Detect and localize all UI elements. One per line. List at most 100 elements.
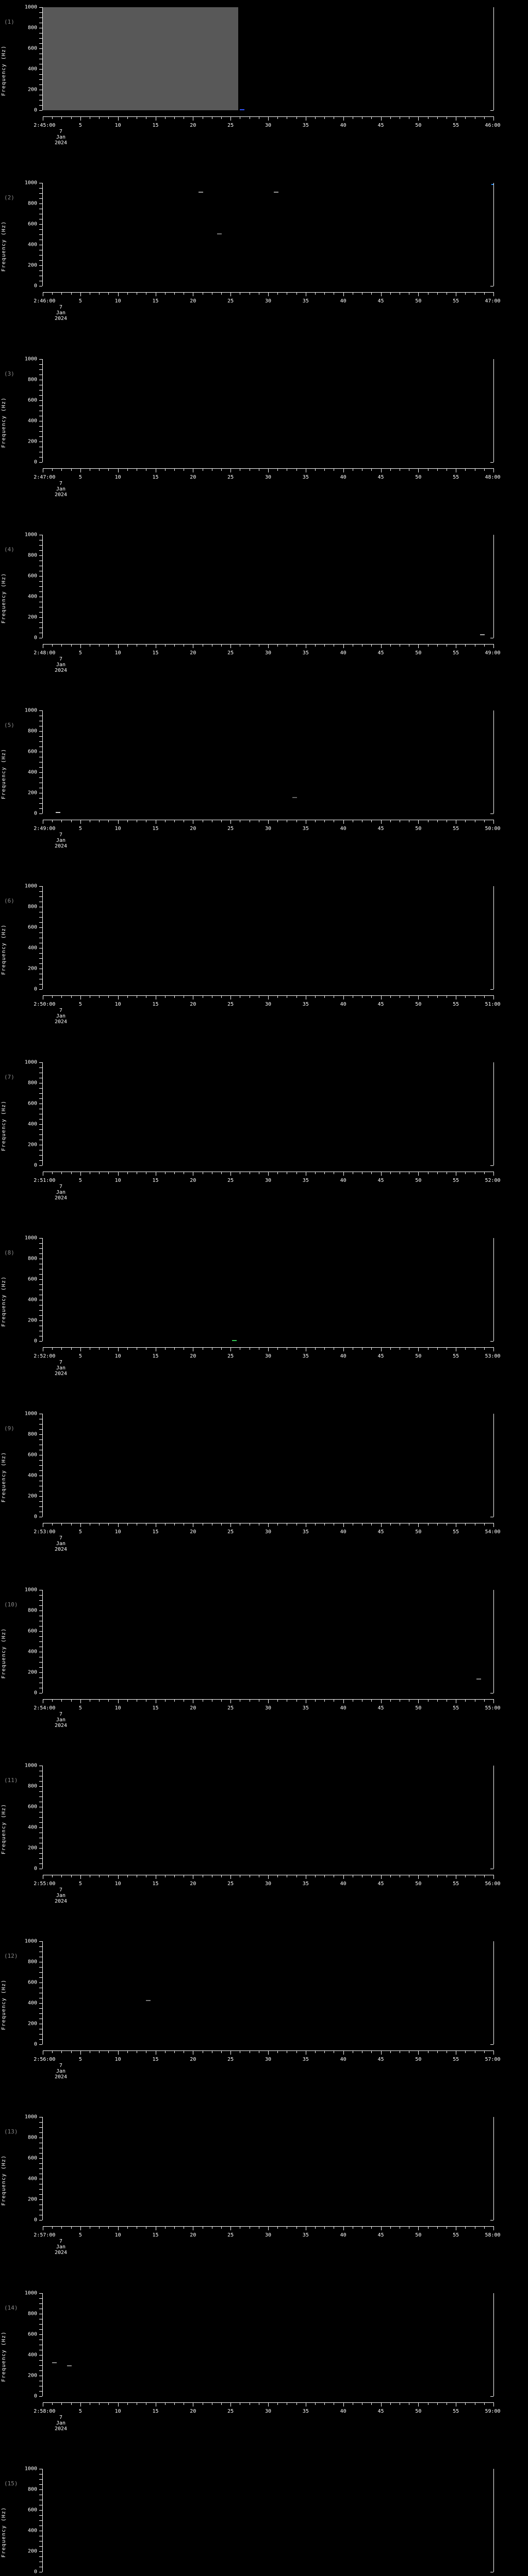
y-tick-label: 200 [27, 614, 37, 620]
x-tick-label: 5 [78, 1002, 82, 1008]
x-end-time-label: 59:00 [485, 2408, 501, 2414]
date-year: 2024 [54, 1370, 68, 1377]
detection-mark[interactable] [491, 184, 493, 185]
date-month: Jan [56, 662, 66, 668]
detection-mark[interactable] [67, 2365, 72, 2366]
spectrogram-panel[interactable]: (3) Frequency (Hz) 1000 800 600 400 200 0 2:47:0… [0, 352, 528, 528]
date-day: 7 [59, 656, 63, 662]
spectrogram-panel[interactable]: (9) Frequency (Hz) 1000 800 600 400 200 0 2:53:0… [0, 1406, 528, 1582]
spectrogram-panel[interactable]: (11) Frequency (Hz) 1000 800 600 400 200 0 2:55:… [0, 1758, 528, 1934]
y-tick-label: 400 [27, 66, 37, 72]
y-minor-tick [39, 767, 42, 768]
panel-index-label: (2) [4, 194, 14, 201]
x-minor-tick [277, 2226, 278, 2229]
date-month: Jan [56, 134, 66, 140]
x-tick-label: 40 [340, 650, 346, 656]
date-stamp: 7 Jan 2024 [43, 1008, 79, 1025]
date-day: 7 [59, 2063, 63, 2069]
date-year: 2024 [54, 492, 68, 498]
spectrogram-plot-area[interactable] [43, 359, 493, 462]
x-major-tick [80, 1523, 81, 1528]
detection-mark[interactable] [476, 1678, 481, 1680]
spectrogram-plot-area[interactable] [43, 1414, 493, 1517]
spectrogram-panel[interactable]: (4) Frequency (Hz) 1000 800 600 400 200 0 2:48:0… [0, 528, 528, 703]
spectrogram-plot-area[interactable] [43, 2293, 493, 2396]
x-tick-label: 15 [152, 123, 159, 128]
x-minor-tick [164, 2402, 166, 2405]
spectrogram-plot-area[interactable] [43, 2117, 493, 2221]
y-minor-tick [39, 234, 42, 235]
x-major-tick [418, 2226, 419, 2231]
spectrogram-plot-area[interactable] [43, 886, 493, 990]
panel-index-label: (14) [4, 2304, 18, 2311]
detection-mark[interactable] [198, 192, 203, 193]
x-minor-tick [99, 643, 100, 647]
x-minor-tick [324, 820, 325, 823]
spectrogram-panel[interactable]: (2) Frequency (Hz) 1000 800 600 400 200 0 2:46:0… [0, 176, 528, 351]
spectrogram-plot-area[interactable] [43, 710, 493, 814]
detection-mark[interactable] [292, 797, 297, 799]
x-minor-tick [324, 643, 325, 647]
spectrogram-panel[interactable]: (5) Frequency (Hz) 1000 800 600 400 200 0 2:49:0… [0, 703, 528, 879]
x-major-tick [381, 1523, 382, 1528]
x-tick-label: 25 [227, 1002, 234, 1008]
y-tick-label: 1000 [24, 2466, 37, 2472]
x-minor-tick [390, 2226, 391, 2229]
x-tick-label: 20 [190, 2057, 196, 2063]
y-tick-label: 600 [27, 749, 37, 755]
x-tick-label: 50 [415, 1177, 422, 1183]
spectrogram-plot-area[interactable] [43, 1589, 493, 1693]
x-tick-label: 25 [227, 826, 234, 832]
detection-mark[interactable] [145, 2000, 151, 2002]
y-tick-label: 600 [27, 1276, 37, 1282]
spectrogram-panel[interactable]: (15)Frequency (Hz)100080060040020002:59:… [0, 2462, 528, 2576]
x-tick-label: 30 [265, 1705, 272, 1711]
detection-mark[interactable] [52, 2362, 57, 2363]
x-minor-tick [484, 820, 485, 823]
x-minor-tick [174, 116, 175, 119]
spectrogram-panel[interactable]: (6) Frequency (Hz) 1000 800 600 400 200 0 2:50:0… [0, 879, 528, 1055]
spectrogram-plot-area[interactable] [43, 2468, 493, 2572]
spectrogram-plot-area[interactable] [43, 1238, 493, 1341]
spectrogram-panel[interactable]: (8) Frequency (Hz) 1000 800 600 400 200 0 2:52:0… [0, 1231, 528, 1406]
y-tick-label: 400 [27, 1824, 37, 1831]
spectrogram-panel[interactable]: (12) Frequency (Hz) 1000 800 600 400 200 0 2:56:… [0, 1934, 528, 2110]
y-tick-label: 0 [34, 459, 37, 465]
spectrogram-plot-area[interactable] [43, 1941, 493, 2045]
spectrogram-panel[interactable]: (7) Frequency (Hz) 1000 800 600 400 200 0 2:51:0… [0, 1055, 528, 1231]
x-tick-label: 5 [78, 2232, 82, 2239]
spectrogram-panel[interactable]: (13) Frequency (Hz) 1000 800 600 400 200 0 2:57:… [0, 2110, 528, 2285]
y-minor-tick [39, 1506, 42, 1507]
y-tick-label: 0 [34, 107, 37, 113]
x-end-time-label: 50:00 [485, 826, 501, 832]
spectrogram-panel[interactable]: (14) Frequency (Hz) 1000 800 600 400 200 0 2:58:… [0, 2286, 528, 2462]
y-minor-tick [39, 2546, 42, 2547]
x-tick-label: 50 [415, 2408, 422, 2414]
y-minor-tick [39, 2479, 42, 2480]
spectrogram-plot-area[interactable] [43, 7, 493, 110]
x-minor-tick [465, 1699, 466, 1702]
y-tick-label: 1000 [24, 1762, 37, 1769]
y-minor-tick [39, 2158, 42, 2159]
y-axis-line [42, 359, 43, 462]
y-tick-label: 800 [27, 2134, 37, 2141]
spectrogram-plot-area[interactable] [43, 1062, 493, 1165]
detection-mark[interactable] [480, 634, 485, 635]
detection-mark[interactable] [56, 812, 61, 814]
y-minor-tick [39, 1662, 42, 1663]
detection-mark[interactable] [232, 1340, 237, 1341]
x-minor-tick [127, 820, 128, 823]
x-minor-tick [437, 1171, 438, 1174]
spectrogram-panel[interactable]: (1) Frequency (Hz) 1000 800 600 400 200 0 2:45:0… [0, 0, 528, 176]
x-minor-tick [52, 1171, 53, 1174]
spectrogram-panel[interactable]: (10) Frequency (Hz) 1000 800 600 400 200 0 2:54:… [0, 1583, 528, 1758]
detection-mark[interactable] [240, 109, 245, 110]
spectrogram-plot-area[interactable] [43, 534, 493, 638]
detection-mark[interactable] [273, 192, 278, 193]
spectrogram-plot-area[interactable] [43, 1765, 493, 1869]
spectrogram-plot-area[interactable] [43, 183, 493, 286]
y-minor-tick [39, 1243, 42, 1244]
x-minor-tick [324, 2226, 325, 2229]
x-tick-label: 5 [78, 1353, 82, 1359]
detection-mark[interactable] [217, 233, 222, 235]
